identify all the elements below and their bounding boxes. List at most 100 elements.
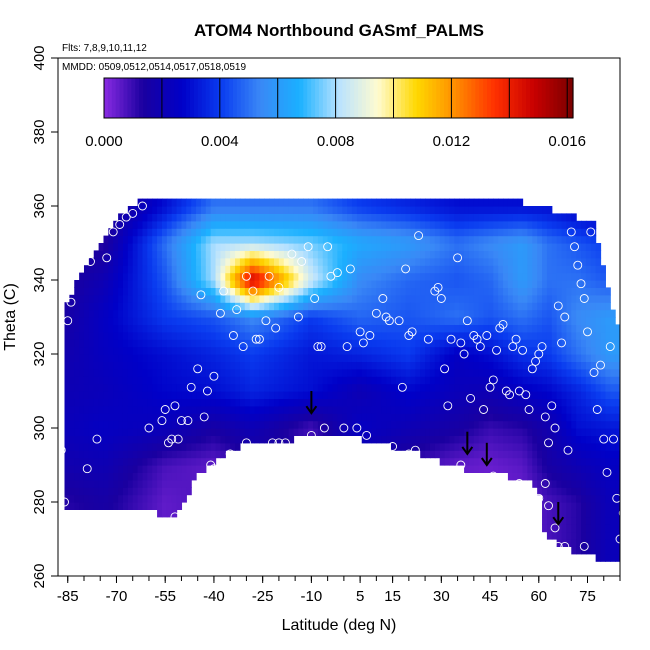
heatmap-cell [83,494,90,503]
heatmap-cell [439,339,446,348]
heatmap-cell [561,509,567,518]
heatmap-cell [546,309,553,318]
heatmap-cell [576,376,582,385]
heatmap-cell [371,250,377,259]
heatmap-cell [278,302,285,311]
heatmap-cell [235,265,241,274]
heatmap-cell [498,442,504,451]
heatmap-cell [493,257,499,266]
heatmap-cell [147,339,153,348]
heatmap-cell [522,376,529,385]
heatmap-cell [381,302,387,311]
heatmap-cell [103,265,109,274]
heatmap-cell [615,502,620,510]
sample-point [69,268,79,278]
heatmap-cell [220,287,226,296]
heatmap-cell [152,354,158,362]
heatmap-cell [459,213,465,222]
heatmap-cell [561,257,567,266]
heatmap-cell [420,213,426,222]
heatmap-cell [249,368,256,377]
heatmap-cell [615,509,620,518]
heatmap-cell [239,250,246,259]
heatmap-cell [118,450,124,459]
heatmap-cell [595,487,602,496]
heatmap-cell [522,272,529,281]
heatmap-cell [186,442,192,451]
heatmap-cell [464,213,470,222]
heatmap-cell [371,346,377,355]
heatmap-cell [600,479,606,488]
heatmap-cell [313,198,319,207]
heatmap-cell [537,235,543,244]
heatmap-cell [152,250,158,259]
heatmap-cell [196,309,202,318]
heatmap-cell [537,228,543,237]
heatmap-cell [615,398,620,407]
heatmap-cell [512,368,519,377]
heatmap-cell [142,494,148,503]
heatmap-cell [454,442,460,451]
heatmap-cell [308,354,314,362]
heatmap-cell [157,339,163,348]
chart-title: ATOM4 Northbound GASmf_PALMS [194,21,484,40]
heatmap-cell [386,398,392,407]
heatmap-cell [371,206,377,214]
heatmap-cell [210,235,217,244]
heatmap-cell [347,287,353,296]
heatmap-cell [230,287,236,296]
heatmap-cell [210,368,217,377]
heatmap-cell [69,435,75,444]
heatmap-cell [166,324,173,333]
sample-point [394,316,404,326]
heatmap-cell [230,265,236,274]
heatmap-cell [566,457,572,466]
heatmap-cell [278,198,285,207]
heatmap-cell [118,213,124,222]
heatmap-cell [103,494,109,503]
heatmap-cell [259,428,265,436]
heatmap-cell [274,413,280,422]
heatmap-cell [166,487,173,496]
heatmap-cell [293,280,299,288]
heatmap-cell [200,376,207,385]
heatmap-cell [493,213,499,222]
heatmap-cell [137,391,144,399]
heatmap-cell [366,383,373,392]
heatmap-cell [317,376,324,385]
heatmap-cell [269,346,275,355]
heatmap-cell [191,472,197,481]
sample-point [414,231,424,241]
heatmap-cell [88,413,95,422]
heatmap-cell [400,206,407,214]
heatmap-cell [347,361,353,370]
heatmap-cell [454,272,460,281]
heatmap-cell [196,317,202,325]
heatmap-cell [517,472,524,481]
heatmap-cell [259,391,265,399]
heatmap-cell [152,457,158,466]
heatmap-cell [64,405,70,414]
heatmap-cell [507,235,514,244]
heatmap-cell [210,450,217,459]
heatmap-cell [283,250,290,259]
heatmap-cell [122,442,129,451]
heatmap-cell [605,398,611,407]
sample-point [401,264,411,274]
colorbar-swatch [299,78,304,118]
heatmap-cell [356,413,363,422]
heatmap-cell [152,206,158,214]
heatmap-cell [615,405,620,414]
heatmap-cell [585,272,592,281]
heatmap-cell [259,398,265,407]
heatmap-cell [454,235,460,244]
heatmap-cell [176,243,183,251]
colorbar-swatch [514,78,519,118]
heatmap-cell [157,479,163,488]
heatmap-cell [449,368,455,377]
heatmap-cell [264,243,270,251]
heatmap-cell [507,398,514,407]
heatmap-cell [244,309,251,318]
heatmap-cell [366,265,373,274]
heatmap-cell [308,420,314,429]
